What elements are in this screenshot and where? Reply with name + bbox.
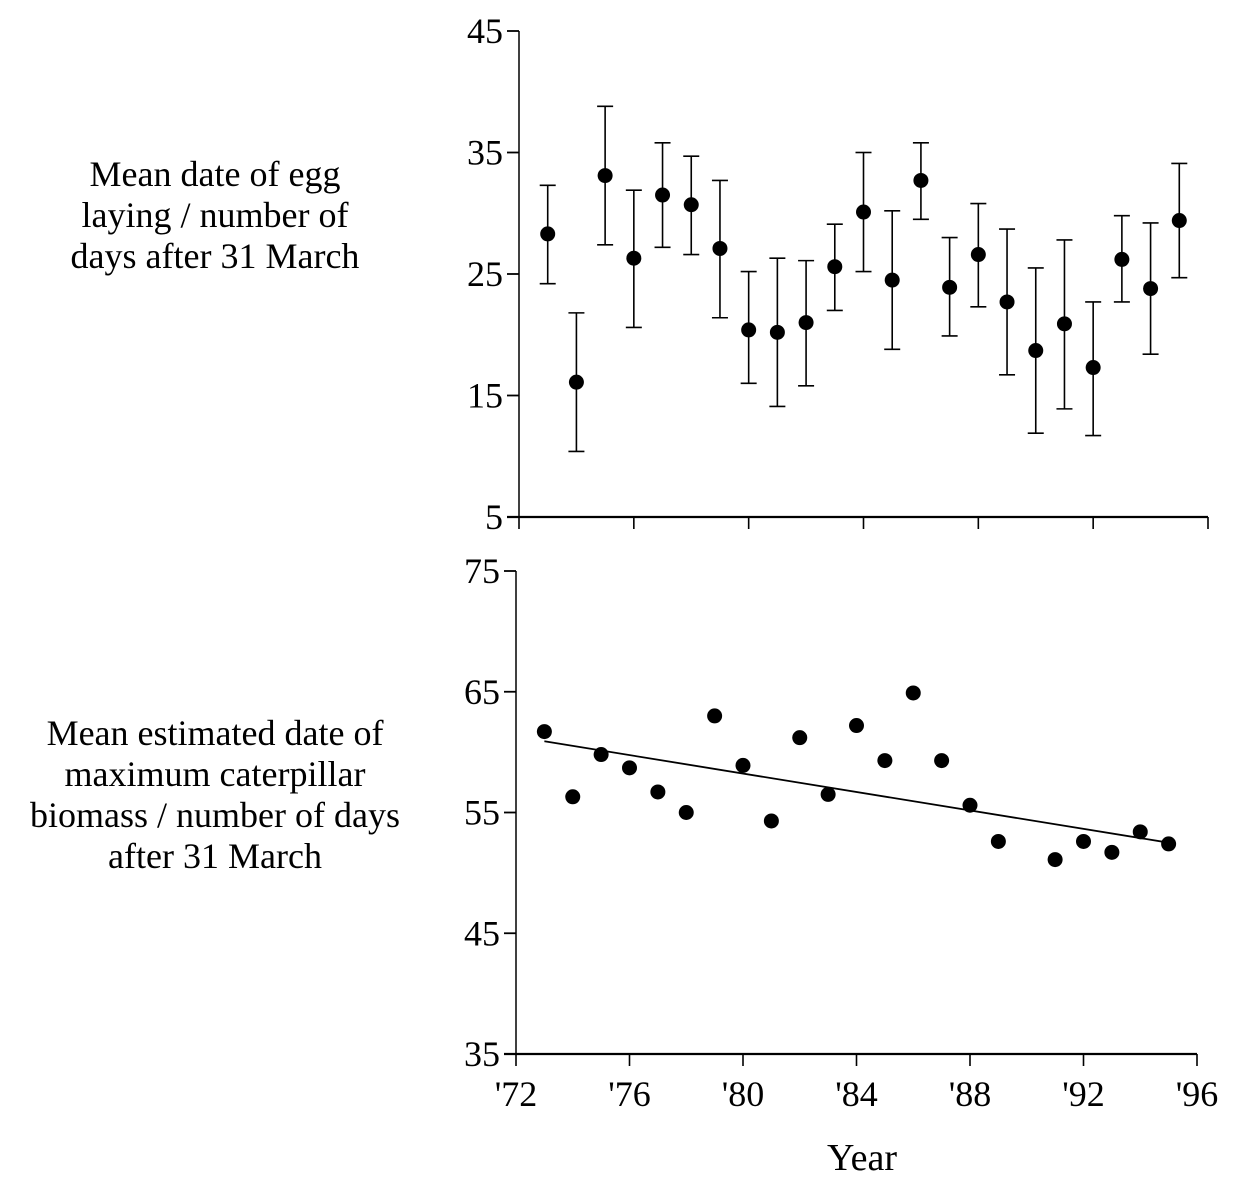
y-tick-label: 45	[467, 11, 503, 51]
data-point	[1143, 281, 1159, 297]
x-tick-label: '76	[608, 1074, 651, 1114]
x-axis-label: Year	[827, 1137, 897, 1179]
egg-laying-panel: 45 35 25 15 5	[467, 11, 1209, 537]
data-point	[1056, 316, 1072, 332]
data-point	[792, 730, 808, 746]
data-point	[735, 757, 751, 773]
data-point	[1161, 836, 1177, 852]
data-point	[655, 187, 671, 203]
y-tick-label: 75	[464, 551, 500, 591]
data-point	[597, 168, 613, 184]
y-tick-label: 65	[464, 672, 500, 712]
data-point	[1171, 213, 1187, 229]
data-point	[536, 724, 552, 740]
data-point	[712, 240, 728, 256]
data-point	[962, 797, 978, 813]
data-point	[970, 247, 986, 263]
data-point	[884, 272, 900, 288]
data-point	[856, 204, 871, 220]
data-point	[707, 708, 723, 724]
data-point	[683, 197, 699, 213]
data-point	[942, 279, 958, 295]
data-point	[849, 718, 864, 734]
data-point	[568, 374, 584, 390]
y-tick-label: 35	[467, 133, 503, 173]
data-point	[622, 760, 637, 776]
caterpillar-biomass-panel: 75 65 55 45 35'72 '76 '80 '84 '88 '92 '96	[464, 551, 1218, 1114]
top-chart-y-axis-label: Mean date of egg laying / number of days…	[70, 154, 360, 276]
data-point	[650, 784, 666, 800]
data-point	[1132, 824, 1148, 840]
data-point	[1104, 844, 1120, 860]
data-point	[990, 833, 1006, 849]
data-point	[1047, 852, 1063, 868]
y-tick-label: 45	[464, 913, 500, 953]
data-point	[565, 789, 581, 805]
data-point	[1114, 251, 1130, 267]
bottom-chart-y-axis-label: Mean estimated date of maximum caterpill…	[30, 713, 400, 876]
data-point	[1076, 833, 1091, 849]
data-point	[593, 747, 609, 763]
data-point	[1085, 360, 1101, 376]
x-tick-label: '84	[835, 1074, 878, 1114]
x-tick-label: '92	[1062, 1074, 1105, 1114]
data-point	[763, 813, 779, 829]
x-tick-label: '80	[722, 1074, 765, 1114]
data-point	[934, 753, 950, 769]
data-point	[999, 294, 1015, 310]
data-point	[1028, 343, 1044, 359]
y-tick-label: 35	[464, 1034, 500, 1074]
data-point	[769, 324, 785, 340]
x-tick-label: '72	[495, 1074, 538, 1114]
data-point	[827, 259, 843, 275]
data-point	[913, 172, 929, 188]
data-point	[626, 250, 642, 266]
trend-line	[544, 740, 1169, 844]
y-tick-label: 55	[464, 793, 500, 833]
x-tick-label: '96	[1176, 1074, 1219, 1114]
x-tick-label: '88	[949, 1074, 992, 1114]
data-point	[741, 322, 757, 338]
y-tick-label: 25	[467, 254, 503, 294]
y-tick-label: 15	[467, 376, 503, 416]
data-point	[905, 685, 921, 701]
y-tick-label: 5	[485, 497, 503, 537]
data-point	[798, 315, 814, 331]
data-point	[678, 805, 694, 820]
data-point	[820, 786, 836, 802]
data-point	[877, 753, 893, 769]
data-point	[540, 226, 556, 242]
